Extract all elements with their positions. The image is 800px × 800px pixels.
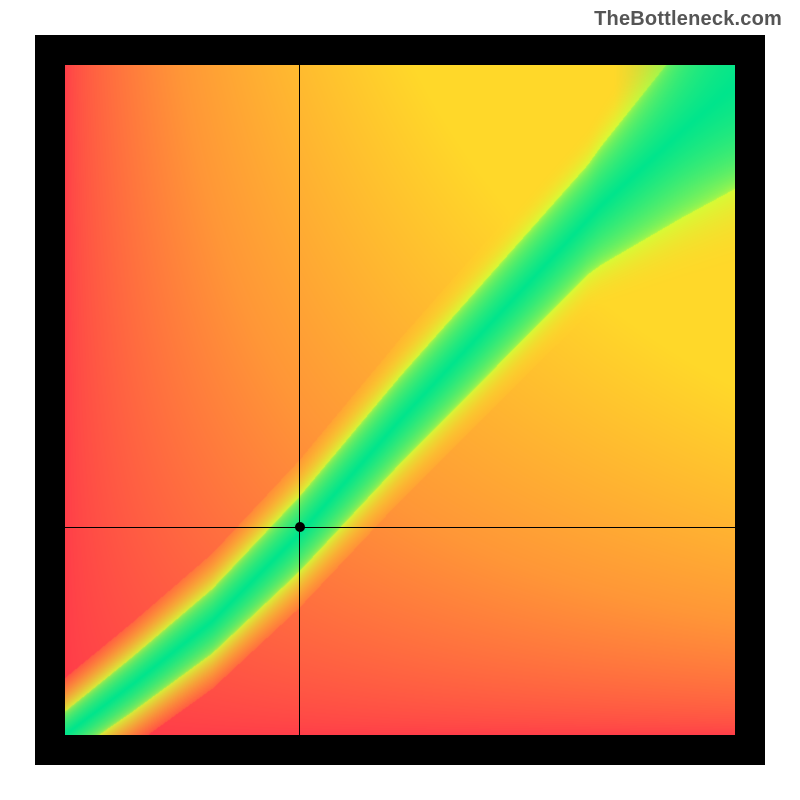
heatmap-canvas — [65, 65, 735, 735]
chart-frame — [35, 35, 765, 765]
heatmap-plot — [65, 65, 735, 735]
crosshair-marker — [295, 522, 305, 532]
crosshair-vertical — [299, 65, 300, 735]
chart-container: TheBottleneck.com — [0, 0, 800, 800]
crosshair-horizontal — [65, 527, 735, 528]
watermark-text: TheBottleneck.com — [594, 8, 782, 31]
